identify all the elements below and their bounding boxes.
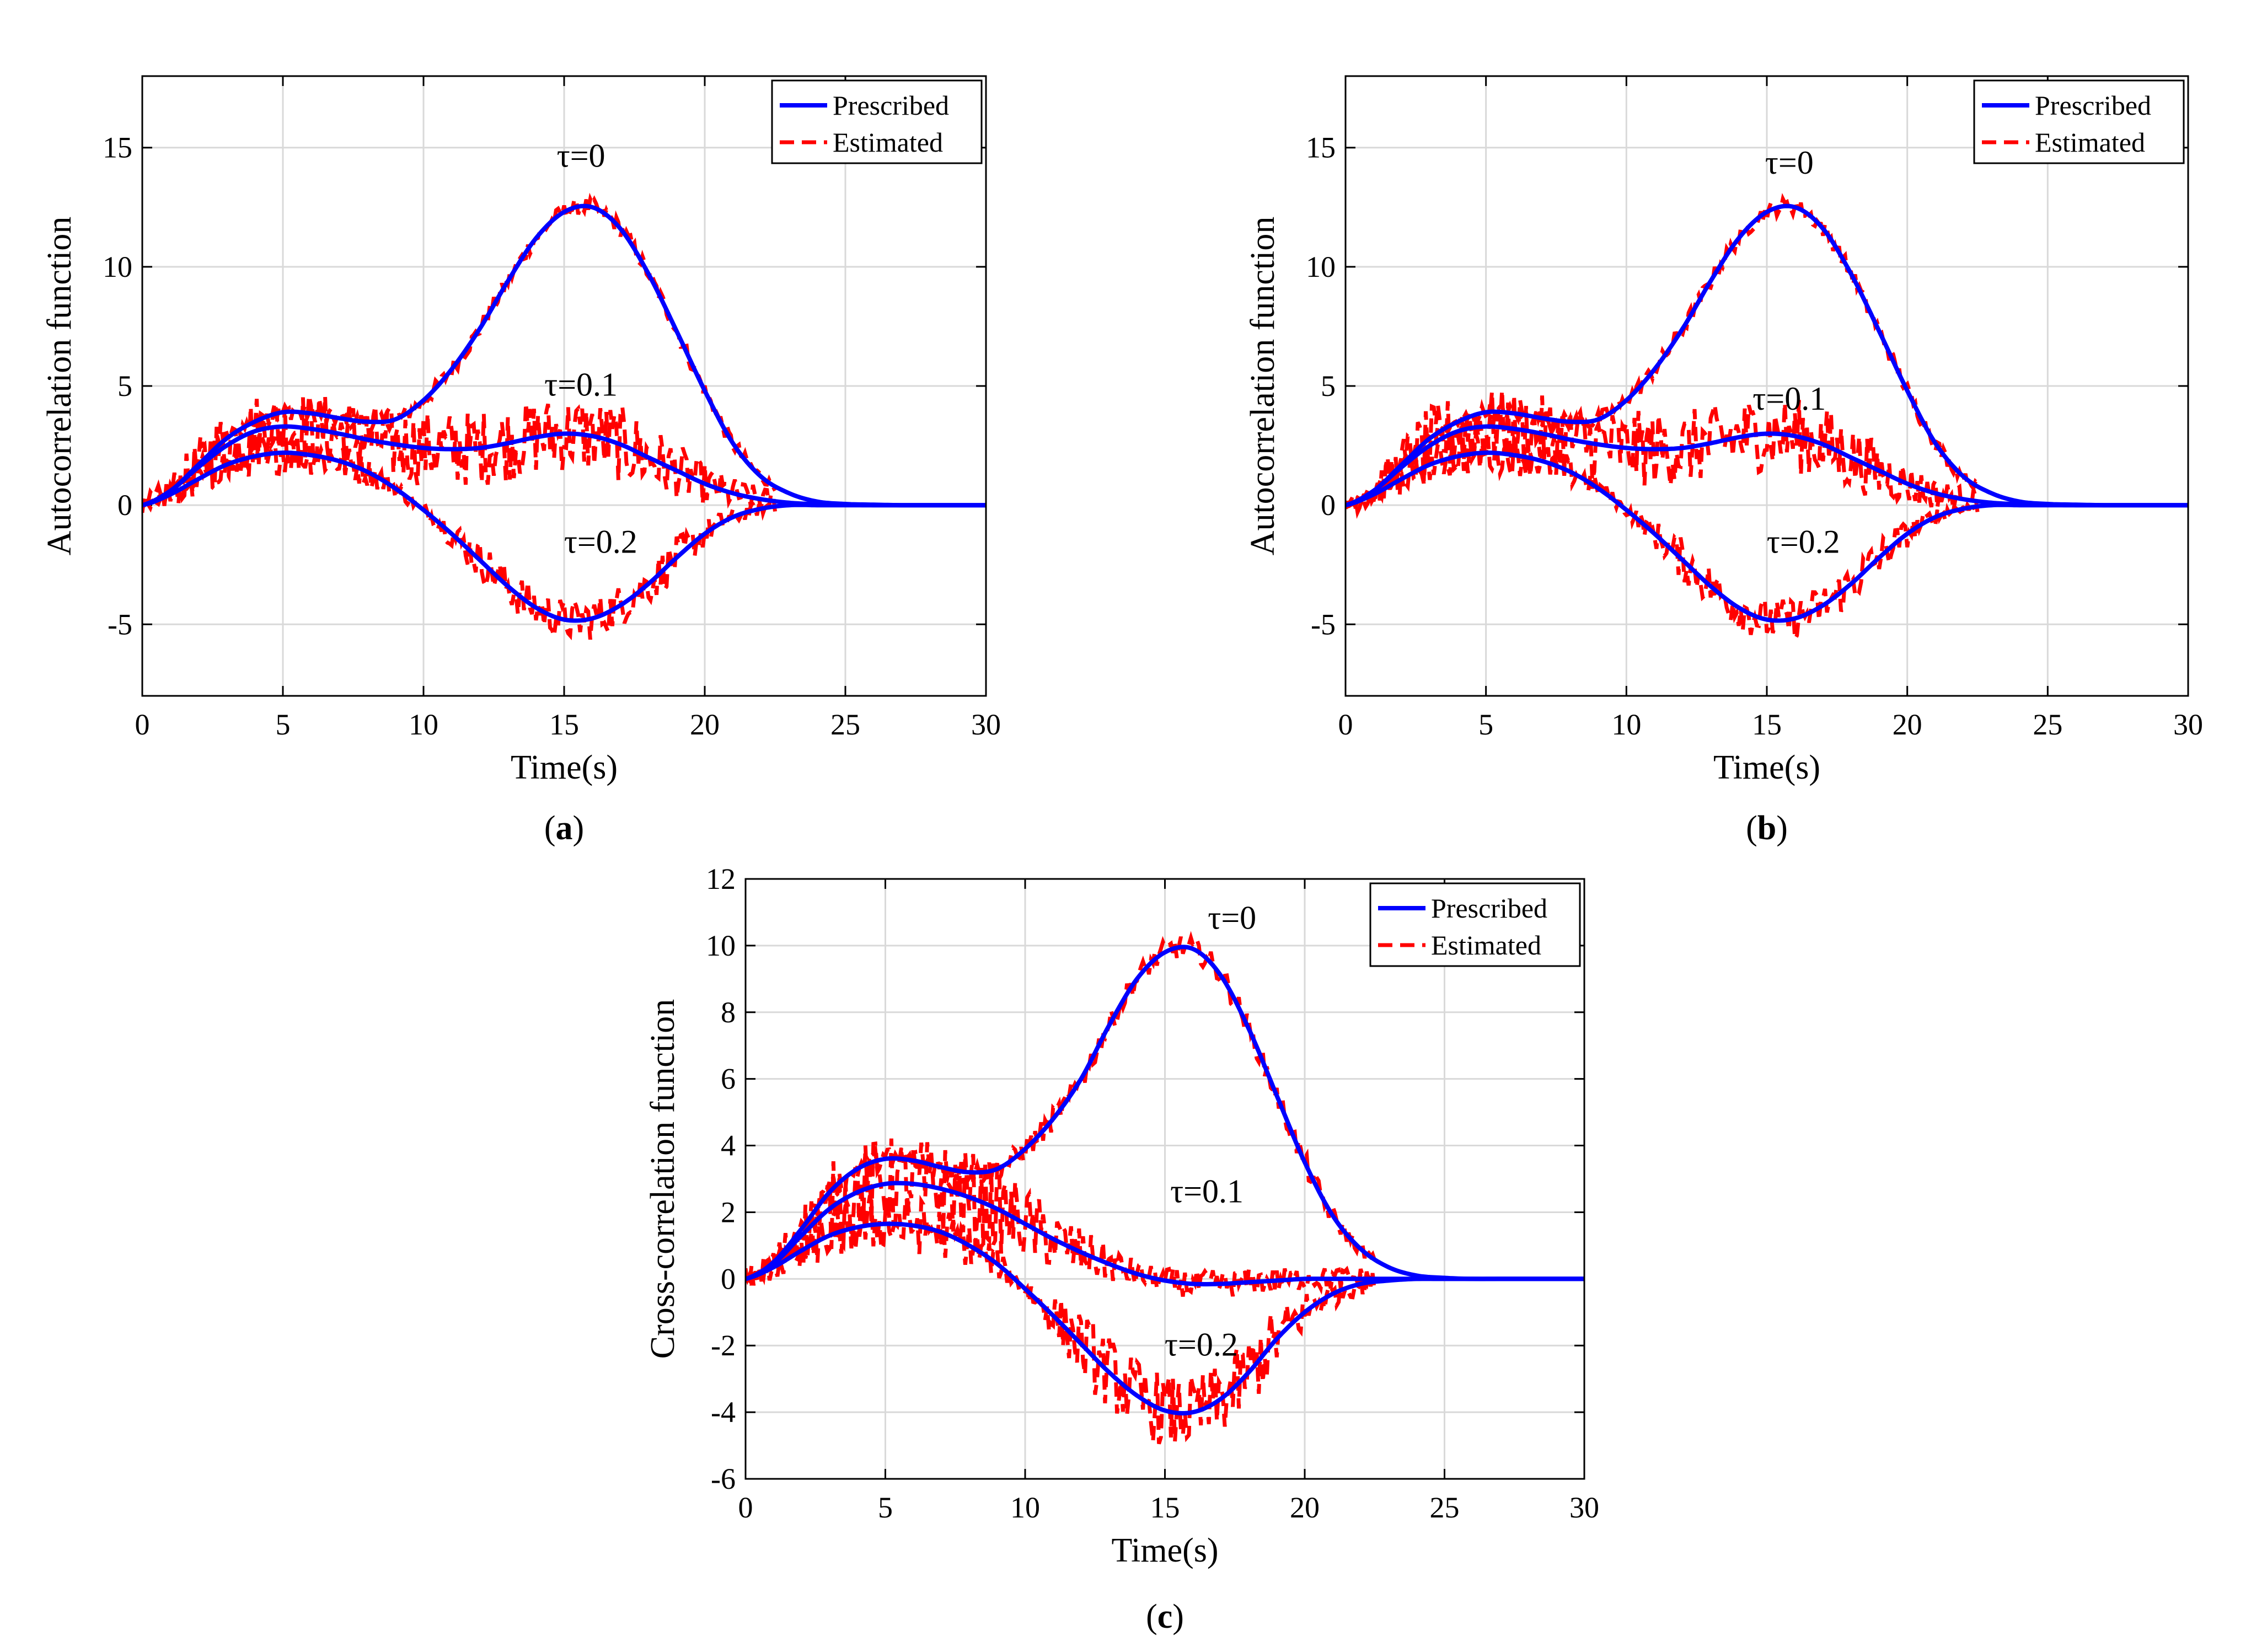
estimated-line-tau-0-2 xyxy=(142,433,776,641)
y-axis-label: Cross-correlation function xyxy=(644,999,682,1359)
panel-label: (c) xyxy=(1146,1598,1184,1635)
curves xyxy=(1346,193,2188,646)
x-tick-label: 15 xyxy=(549,708,579,741)
curve-annotation: τ=0 xyxy=(1208,900,1256,936)
x-tick-label: 0 xyxy=(1338,708,1353,741)
y-axis-label: Autocorrelation function xyxy=(41,217,78,556)
curve-annotation: τ=0 xyxy=(557,137,605,174)
x-tick-label: 5 xyxy=(1478,708,1493,741)
y-tick-label: -6 xyxy=(711,1462,736,1495)
curve-annotation: τ=0.1 xyxy=(1752,380,1826,417)
x-axis-label: Time(s) xyxy=(1111,1532,1218,1569)
x-tick-label: 10 xyxy=(409,708,438,741)
legend-box xyxy=(771,79,983,164)
axes-frame xyxy=(141,75,987,697)
x-tick-label: 0 xyxy=(135,708,150,741)
x-tick-label: 30 xyxy=(2173,708,2203,741)
x-tick-label: 30 xyxy=(1569,1491,1599,1524)
curve-annotation: τ=0.2 xyxy=(564,524,637,560)
legend-label-estimated: Estimated xyxy=(1431,930,1541,961)
legend-label-estimated: Estimated xyxy=(833,127,943,158)
y-tick-label: 0 xyxy=(1321,489,1336,522)
legend-label-estimated: Estimated xyxy=(2035,127,2145,158)
chart-b: 0 5 10 15 20 25 30 -5 0 5 10 15 τ=0 τ=0.1 τ=0.2 Prescri… xyxy=(1244,75,2203,847)
y-tick-label: -5 xyxy=(108,608,132,641)
y-tick-label: 10 xyxy=(1306,250,1336,283)
panel-label: (a) xyxy=(544,809,584,847)
y-axis-label: Autocorrelation function xyxy=(1244,217,1282,556)
x-tick-label: 15 xyxy=(1752,708,1782,741)
legend-box xyxy=(1369,882,1581,967)
x-tick-label: 25 xyxy=(830,708,860,741)
estimated-line-tau-0-1 xyxy=(1346,390,1980,519)
chart-c: 0 5 10 15 20 25 30 -6 -4 -2 0 2 4 6 8 10 12 τ=0 τ=0.1 τ=0.2… xyxy=(644,862,1599,1635)
prescribed-line-tau-0-2 xyxy=(1346,450,2188,623)
estimated-line-tau-0-2 xyxy=(746,1191,1377,1445)
x-tick-label: 5 xyxy=(878,1491,893,1524)
y-tick-label: 15 xyxy=(1306,131,1336,164)
curve-annotation: τ=0.2 xyxy=(1767,524,1840,560)
x-tick-label: 5 xyxy=(276,708,291,741)
curves xyxy=(142,192,986,641)
chart-a: 0 5 10 15 20 25 30 -5 0 5 10 15 τ=0 τ=0.1 τ=0.2 Prescri… xyxy=(41,75,1001,847)
curves xyxy=(746,931,1584,1445)
x-tick-label: 15 xyxy=(1150,1491,1180,1524)
axes-frame xyxy=(744,878,1585,1480)
y-tick-label: 12 xyxy=(706,862,736,895)
y-tick-label: 10 xyxy=(706,929,736,962)
y-tick-label: 15 xyxy=(103,131,132,164)
y-tick-label: 6 xyxy=(721,1063,736,1096)
y-tick-label: -4 xyxy=(711,1396,736,1429)
y-tick-label: 0 xyxy=(721,1262,736,1295)
y-tick-label: -2 xyxy=(711,1329,736,1362)
axes-frame xyxy=(1344,75,2189,697)
x-tick-label: 20 xyxy=(1290,1491,1320,1524)
legend-label-prescribed: Prescribed xyxy=(833,90,949,121)
x-tick-label: 20 xyxy=(690,708,720,741)
x-tick-label: 10 xyxy=(1010,1491,1040,1524)
y-tick-label: 5 xyxy=(1321,369,1336,403)
x-tick-label: 20 xyxy=(1893,708,1922,741)
y-tick-label: -5 xyxy=(1311,608,1336,641)
x-tick-label: 25 xyxy=(2033,708,2062,741)
legend-label-prescribed: Prescribed xyxy=(2035,90,2151,121)
curve-annotation: τ=0.1 xyxy=(1170,1173,1244,1209)
y-tick-label: 10 xyxy=(103,250,132,283)
x-tick-label: 10 xyxy=(1611,708,1641,741)
y-tick-label: 2 xyxy=(721,1195,736,1229)
x-tick-label: 0 xyxy=(738,1491,753,1524)
curve-annotation: τ=0 xyxy=(1765,144,1814,181)
x-tick-label: 25 xyxy=(1430,1491,1460,1524)
x-axis-label: Time(s) xyxy=(1713,749,1820,786)
y-tick-label: 0 xyxy=(117,489,132,522)
y-tick-label: 4 xyxy=(721,1129,736,1162)
prescribed-line-tau-0-2 xyxy=(142,450,986,623)
prescribed-line-tau-0-2 xyxy=(746,1221,1584,1415)
legend-label-prescribed: Prescribed xyxy=(1431,893,1547,924)
curve-annotation: τ=0.2 xyxy=(1165,1326,1238,1363)
y-tick-label: 8 xyxy=(721,996,736,1029)
curve-annotation: τ=0.1 xyxy=(544,366,618,403)
legend-box xyxy=(1973,79,2185,164)
y-tick-label: 5 xyxy=(117,369,132,403)
x-tick-label: 30 xyxy=(971,708,1001,741)
x-axis-label: Time(s) xyxy=(511,749,618,786)
panel-label: (b) xyxy=(1746,809,1788,847)
